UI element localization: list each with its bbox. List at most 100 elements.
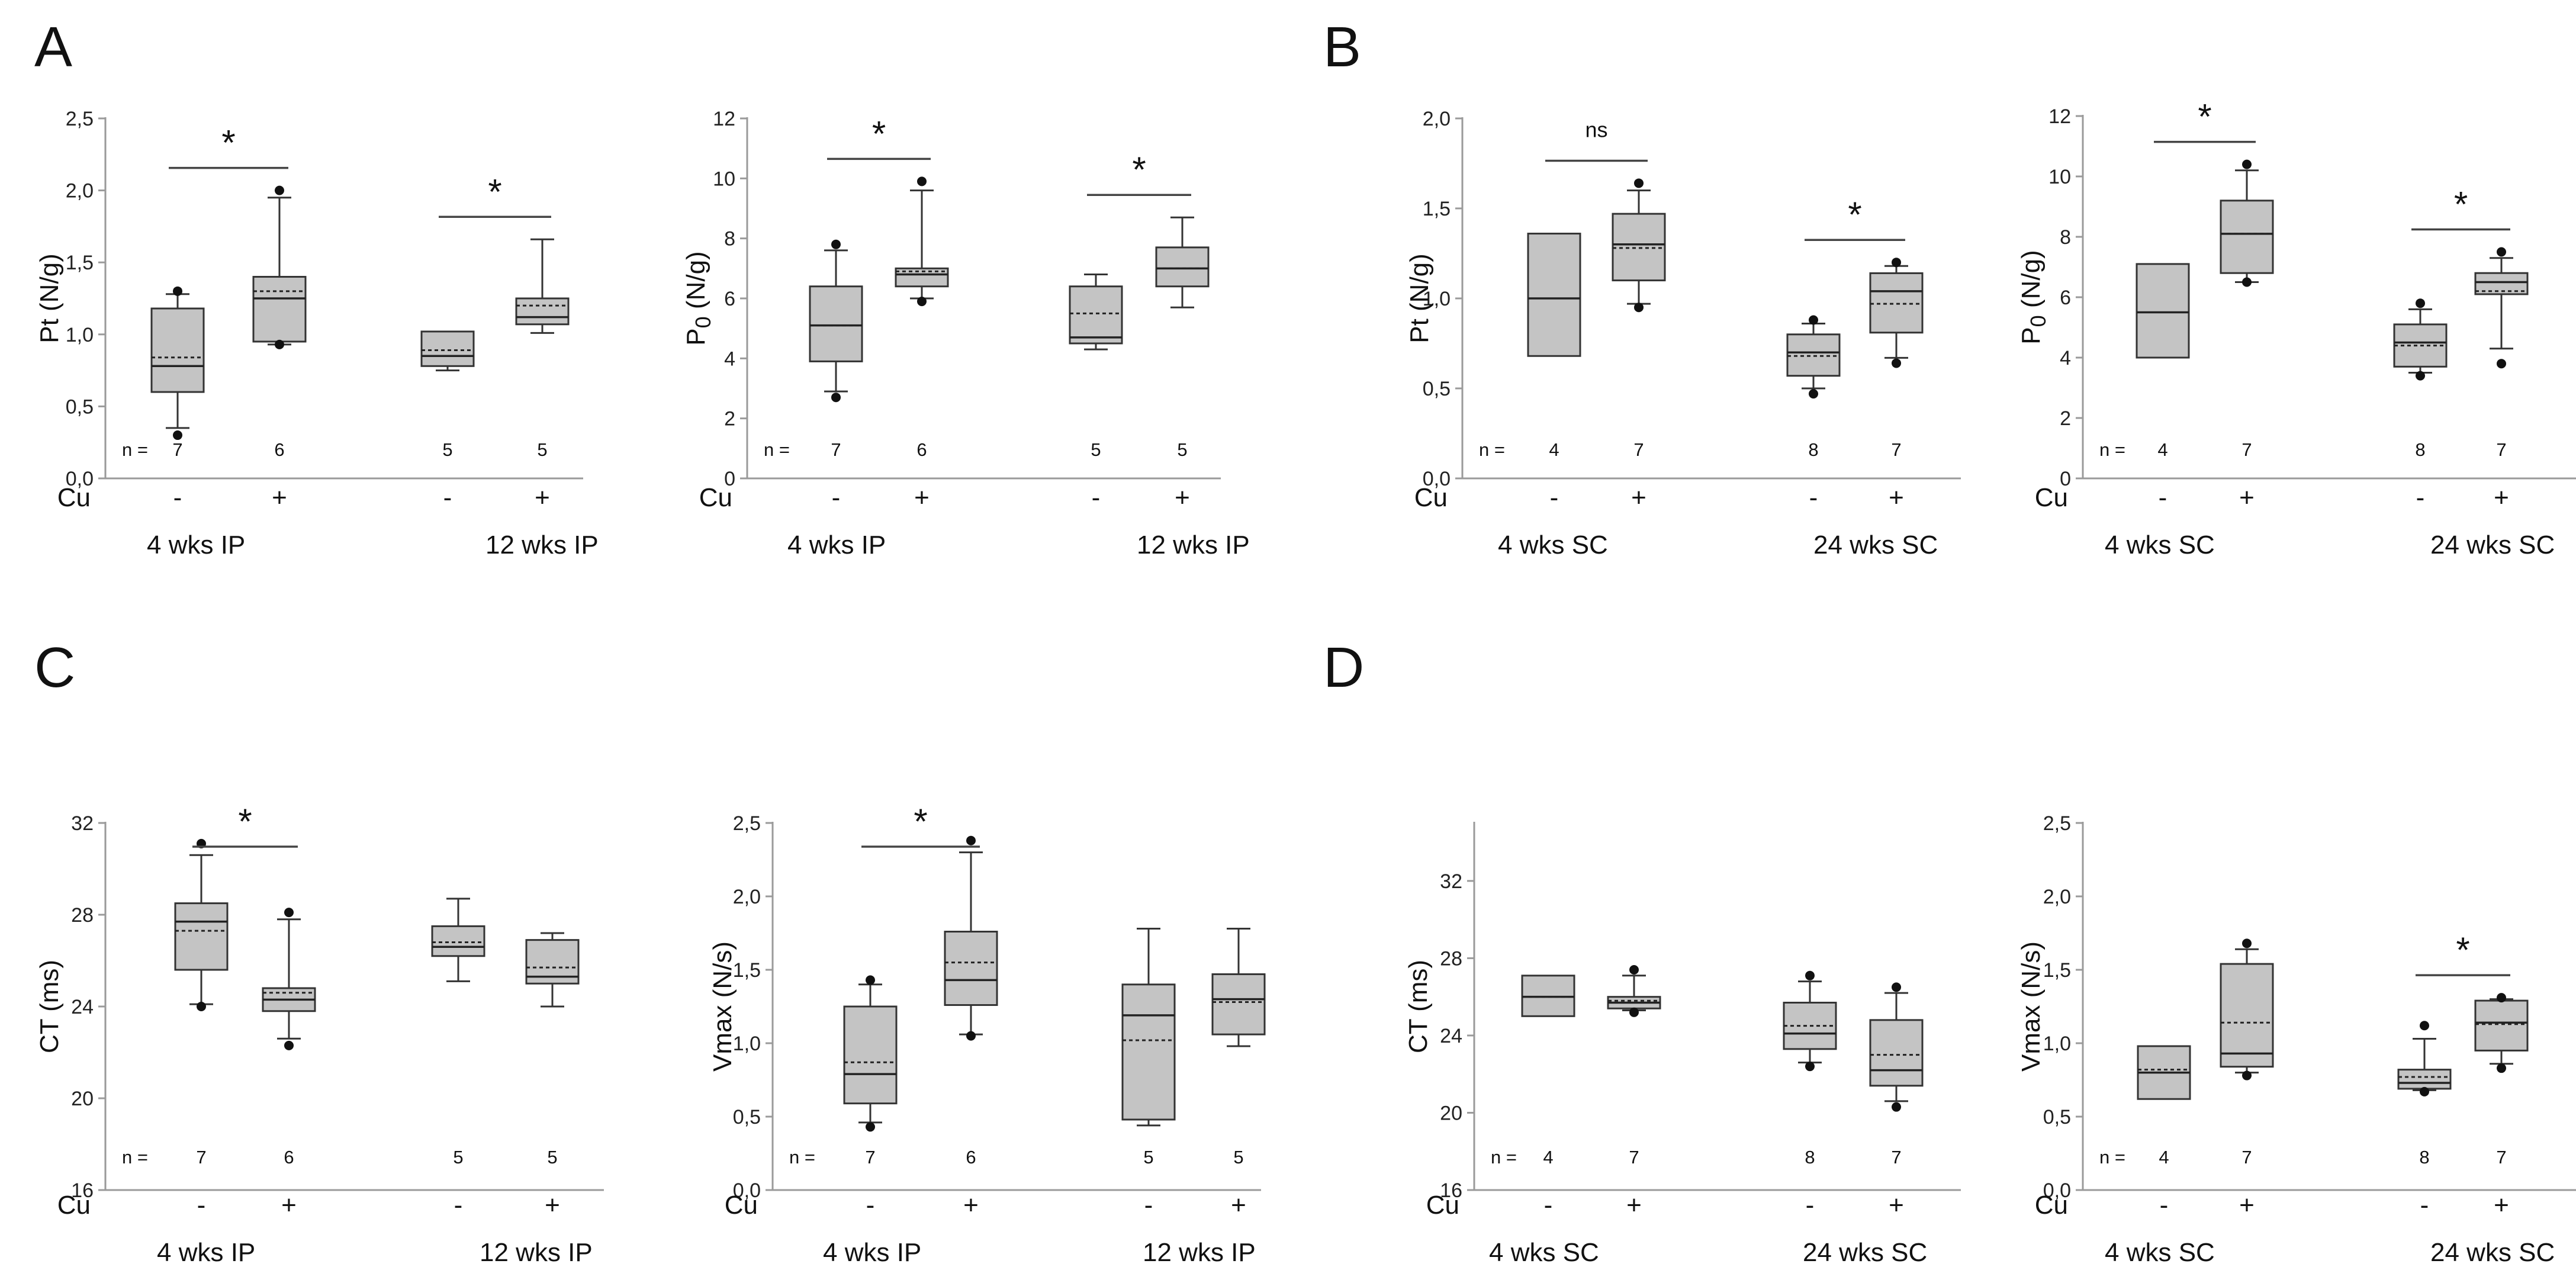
box-plot xyxy=(525,932,580,1008)
significance-label: * xyxy=(221,123,235,163)
significance-label: * xyxy=(2454,185,2468,224)
box-plot xyxy=(1521,975,1575,1017)
outlier-point xyxy=(2416,298,2425,308)
cu-value: - xyxy=(866,1191,875,1220)
cu-value: - xyxy=(2416,483,2425,512)
n-value: 7 xyxy=(2241,1147,2252,1168)
cu-value: + xyxy=(272,483,287,512)
n-value: 5 xyxy=(1091,439,1101,460)
box-iqr xyxy=(2220,200,2274,274)
y-tick-label: 2,0 xyxy=(733,886,761,908)
box-plot xyxy=(1155,216,1210,308)
y-tick-label: 8 xyxy=(724,228,735,250)
outlier-point xyxy=(2242,938,2252,948)
y-tick-label: 0,5 xyxy=(1423,378,1451,400)
outlier-point xyxy=(173,430,182,440)
n-value: 5 xyxy=(537,439,547,460)
y-tick-label: 0,5 xyxy=(2043,1106,2071,1128)
n-value: 8 xyxy=(2415,439,2425,460)
cu-value: - xyxy=(1809,483,1818,512)
y-tick-label: 2,5 xyxy=(2043,812,2071,835)
outlier-point xyxy=(917,297,927,307)
box-plot xyxy=(2220,159,2274,287)
panel-letter-a: A xyxy=(34,15,72,79)
n-value: 8 xyxy=(1805,1147,1815,1168)
outlier-point xyxy=(284,908,294,918)
y-tick-label: 20 xyxy=(71,1088,94,1110)
cu-value: - xyxy=(1544,1191,1553,1220)
outlier-point xyxy=(831,239,841,249)
group-label: 12 wks IP xyxy=(1143,1238,1256,1267)
box-plot xyxy=(809,239,863,403)
cu-value: - xyxy=(2420,1191,2429,1220)
cu-value: + xyxy=(1231,1191,1246,1220)
significance-label: * xyxy=(2198,97,2211,137)
box-plot xyxy=(895,176,949,307)
box-iqr xyxy=(1869,1019,1924,1087)
outlier-point xyxy=(2242,159,2252,169)
y-tick-label: 4 xyxy=(2060,347,2071,369)
y-tick-label: 0 xyxy=(724,468,735,490)
box-iqr xyxy=(2136,263,2190,359)
box-plot xyxy=(1869,258,1924,368)
y-tick-label: 16 xyxy=(1440,1179,1462,1202)
y-tick-label: 4 xyxy=(724,348,735,370)
y-tick-label: 0,0 xyxy=(733,1179,761,1202)
y-axis-label: CT (ms) xyxy=(1404,960,1433,1053)
n-row-label: n = xyxy=(764,439,790,460)
cu-value: + xyxy=(535,483,550,512)
y-tick-label: 1,5 xyxy=(2043,959,2071,982)
cu-value: - xyxy=(454,1191,463,1220)
outlier-point xyxy=(2420,1086,2429,1097)
cu-value: + xyxy=(1889,1191,1904,1220)
chart-1: 0,0 0,5 1,0 1,5 2,0 2,5 Pt (N/g) n = Cu 7 - 6 +4 wks… xyxy=(35,108,599,559)
box-iqr xyxy=(431,925,485,957)
box-plot xyxy=(1612,178,1666,313)
y-tick-label: 1,5 xyxy=(66,252,94,274)
box-plot xyxy=(515,238,570,334)
group-label: 12 wks IP xyxy=(480,1238,593,1267)
cu-row-label: Cu xyxy=(57,483,91,512)
cu-row-label: Cu xyxy=(1414,483,1448,512)
cu-value: - xyxy=(832,483,841,512)
outlier-point xyxy=(2497,247,2506,257)
n-value: 7 xyxy=(1633,439,1644,460)
y-axis-label: Vmax (N/s) xyxy=(708,941,737,1072)
group-label: 4 wks IP xyxy=(823,1238,921,1267)
box-iqr xyxy=(420,330,475,367)
n-value: 5 xyxy=(1233,1147,1243,1168)
box-plot xyxy=(1869,982,1924,1112)
n-row-label: n = xyxy=(1479,439,1505,460)
y-tick-label: 32 xyxy=(1440,870,1462,893)
outlier-point xyxy=(1809,315,1818,325)
cu-row-label: Cu xyxy=(1426,1191,1459,1220)
group-label: 4 wks IP xyxy=(787,530,886,559)
outlier-point xyxy=(1634,178,1644,188)
box-iqr xyxy=(944,931,998,1007)
cu-value: + xyxy=(281,1191,297,1220)
group-label: 4 wks IP xyxy=(157,1238,255,1267)
cu-value: + xyxy=(1889,483,1904,512)
box-plot xyxy=(2474,993,2529,1073)
n-value: 7 xyxy=(1891,439,1901,460)
n-value: 6 xyxy=(966,1147,976,1168)
y-tick-label: 24 xyxy=(1440,1025,1462,1047)
n-value: 5 xyxy=(1177,439,1187,460)
cu-value: - xyxy=(197,1191,206,1220)
box-plot xyxy=(1211,928,1266,1047)
box-plot xyxy=(2397,1021,2452,1097)
n-value: 7 xyxy=(865,1147,875,1168)
box-plot xyxy=(1783,970,1837,1072)
significance-label: * xyxy=(238,802,252,841)
n-value: 4 xyxy=(1549,439,1559,460)
chart-8: 0,0 0,5 1,0 1,5 2,0 2,5 Vmax (N/s) n = Cu 4 - 7 +4 w… xyxy=(2017,812,2576,1267)
y-tick-label: 10 xyxy=(2048,166,2071,188)
outlier-point xyxy=(1892,258,1901,268)
n-value: 5 xyxy=(1143,1147,1153,1168)
box-iqr xyxy=(1786,333,1841,377)
box-iqr xyxy=(252,276,307,343)
outlier-point xyxy=(2416,371,2425,381)
panel-letter-b: B xyxy=(1323,15,1361,79)
outlier-point xyxy=(284,1040,294,1050)
